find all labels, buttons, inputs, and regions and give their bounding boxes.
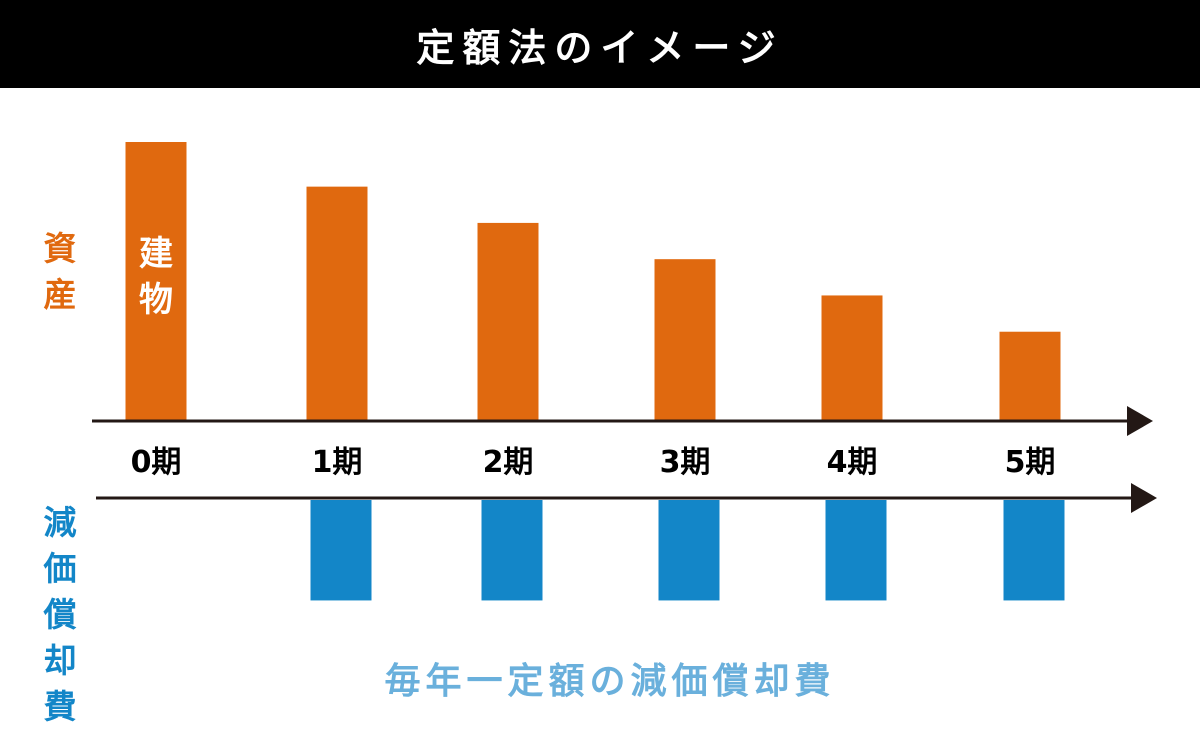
- bar-label: 建: [139, 234, 173, 274]
- asset-bar-5: [999, 331, 1061, 421]
- arrow-icon: [1127, 406, 1153, 436]
- tick-label-2: 2期: [483, 445, 534, 480]
- asset-bar-1: [306, 186, 368, 421]
- bar-label: 物: [139, 280, 173, 320]
- depreciation-axis-label: 減価償却費: [43, 503, 77, 726]
- chart-title: 定額法のイメージ: [416, 25, 784, 70]
- asset-bar-4: [821, 295, 883, 421]
- title-bar: 定額法のイメージ: [0, 0, 1200, 88]
- depreciation-bar-4: [825, 500, 887, 601]
- depreciation-bar-2: [481, 500, 543, 601]
- tick-label-4: 4期: [827, 445, 878, 480]
- annotation-text: 毎年一定額の減価償却費: [384, 661, 836, 702]
- asset-bar-2: [477, 222, 539, 421]
- depreciation-bar-1: [310, 500, 372, 601]
- depreciation-bar-3: [658, 500, 720, 601]
- tick-label-5: 5期: [1005, 445, 1056, 480]
- depreciation-bar-5: [1003, 500, 1065, 601]
- asset-bar-0: [125, 142, 187, 421]
- asset-bar-3: [654, 259, 716, 421]
- tick-label-3: 3期: [660, 445, 711, 480]
- tick-label-0: 0期: [131, 445, 182, 480]
- asset-axis-label: 資産: [43, 229, 77, 314]
- arrow-icon: [1131, 483, 1157, 513]
- tick-label-1: 1期: [312, 445, 363, 480]
